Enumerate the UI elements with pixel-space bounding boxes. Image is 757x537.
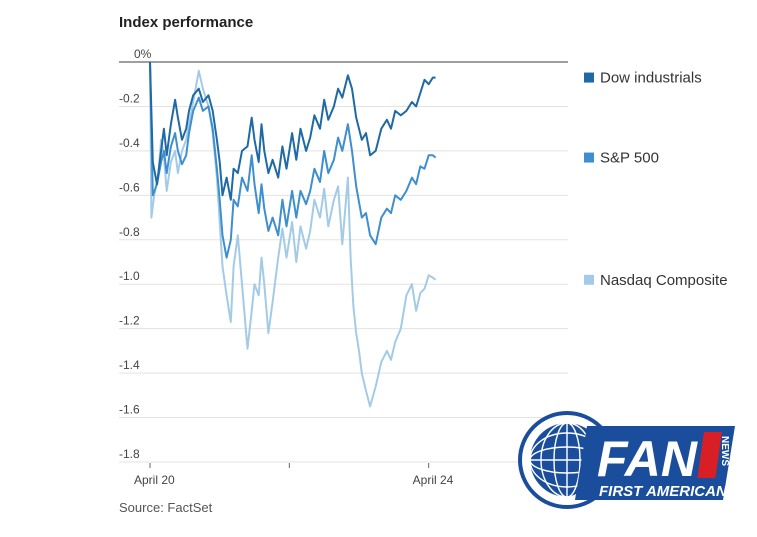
series-line-dow-industrials — [149, 61, 436, 201]
logo-tagline: FIRST AMERICAN — [599, 483, 728, 500]
y-tick-label: -1.0 — [119, 269, 140, 283]
series-line-s-p-500 — [149, 61, 437, 259]
y-tick-label: -0.4 — [119, 136, 140, 150]
fan-news-logo: FAN FIRST AMERICAN NEWS — [518, 411, 735, 509]
chart-title: Index performance — [119, 14, 254, 31]
legend-label-s-p-500: S&P 500 — [600, 150, 659, 167]
legend-swatch-dow-industrials — [584, 72, 594, 83]
y-tick-label: -1.8 — [119, 447, 140, 461]
y-tick-label: -1.6 — [119, 403, 140, 417]
y-tick-label: -0.8 — [119, 225, 140, 239]
y-tick-label: 0% — [134, 47, 152, 61]
legend-swatch-nasdaq-composite — [584, 274, 594, 285]
series-lines — [149, 61, 437, 408]
series-line-nasdaq-composite — [149, 61, 437, 408]
y-tick-label: -0.6 — [119, 180, 140, 194]
legend: Dow industrials S&P 500 Nasdaq Composite — [584, 70, 728, 289]
news-badge-text: NEWS — [719, 436, 730, 466]
logo-banner — [575, 426, 735, 500]
source-note: Source: FactSet — [119, 500, 213, 515]
legend-label-nasdaq-composite: Nasdaq Composite — [600, 272, 728, 289]
y-tick-label: -0.2 — [119, 91, 140, 105]
logo-wordmark: FAN — [597, 431, 698, 487]
news-badge — [697, 432, 722, 478]
y-tick-label: -1.2 — [119, 314, 140, 328]
y-axis-labels: 0% -0.2 -0.4 -0.6 -0.8 -1.0 -1.2 -1.4 -1.6 -1.8 — [119, 47, 152, 461]
legend-label-dow-industrials: Dow industrials — [600, 70, 702, 87]
x-tick-label: April 24 — [413, 473, 454, 487]
x-tick-label: April 20 — [134, 473, 175, 487]
legend-swatch-s-p-500 — [584, 152, 594, 163]
x-axis: April 20 April 24 — [134, 463, 454, 487]
y-tick-label: -1.4 — [119, 358, 140, 372]
